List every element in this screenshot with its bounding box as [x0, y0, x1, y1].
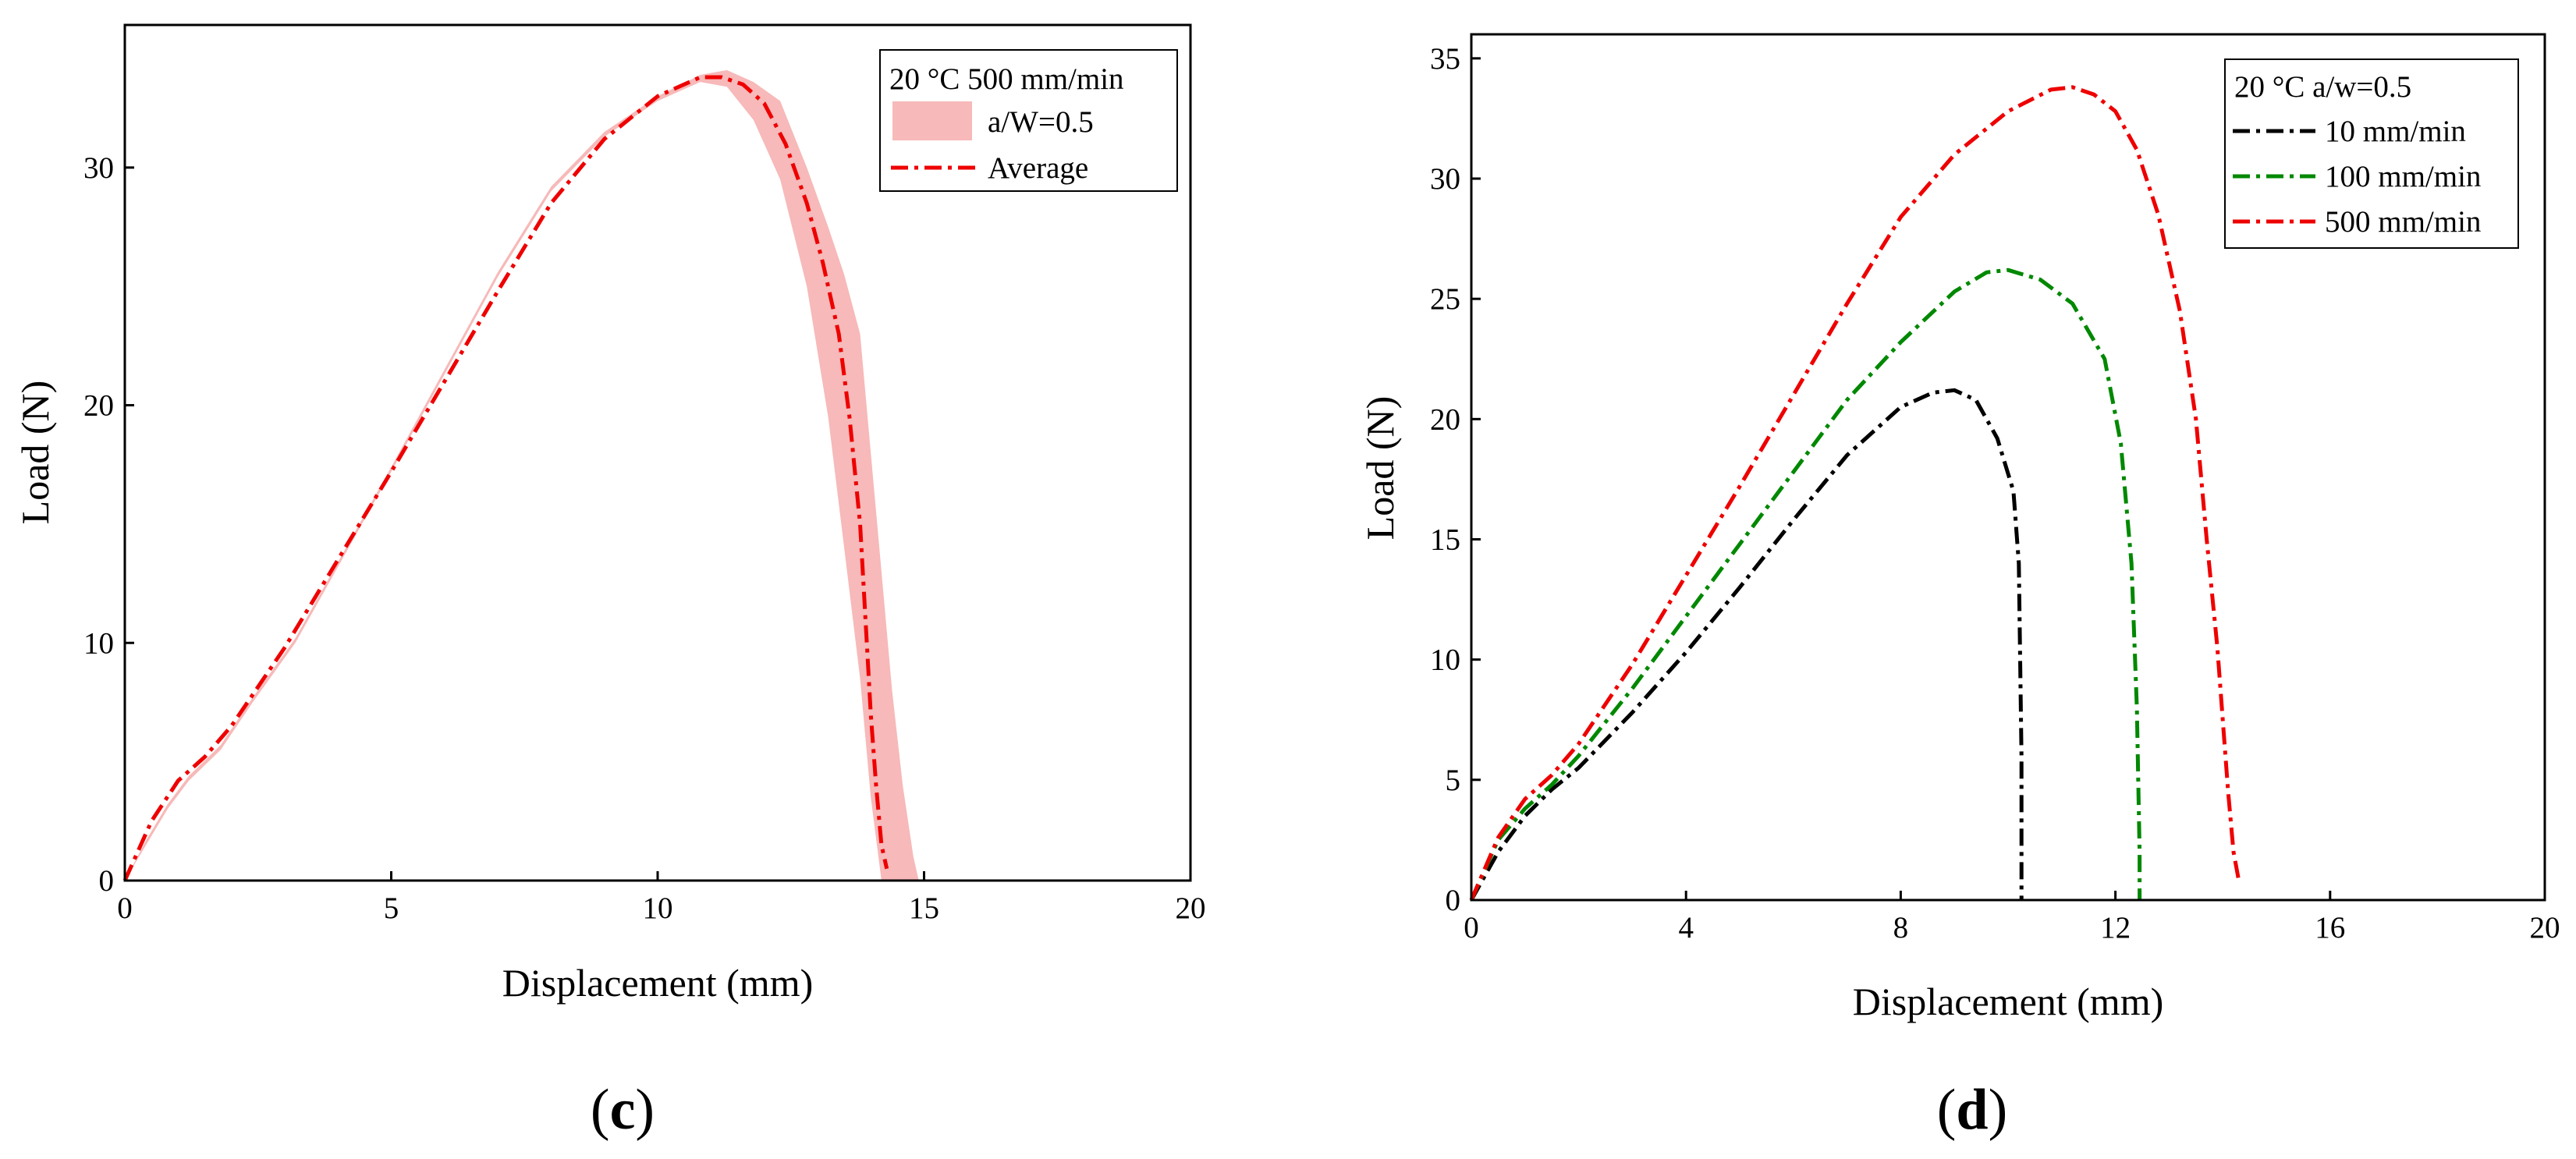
- band-a-w-0-5: [125, 69, 919, 881]
- x-axis-label-d: Displacement (mm): [1853, 980, 2164, 1023]
- legend-label-band-c: a/W=0.5: [988, 105, 1094, 139]
- series-line-average-c: [122, 75, 889, 882]
- chart-panel-d: 0 4 8 12 16 20 0 5 10 15 20 25 30 35 Displacement (mm…: [1358, 33, 2560, 1142]
- y-tick-label-c-30: 30: [83, 151, 114, 185]
- series-layer-d: [1469, 85, 2241, 902]
- chart-panel-c: 0 5 10 15 20 0 10 20 30 Displacement (mm) Load (…: [13, 23, 1206, 1142]
- legend-d: 20 °C a/w=0.5 10 mm/min 100 mm/min 500 m…: [2224, 58, 2519, 249]
- axis-ticks-c: 0 5 10 15 20 0 10 20 30: [83, 151, 1206, 925]
- x-axis-label-c: Displacement (mm): [502, 961, 814, 1005]
- band-layer-c: [125, 69, 919, 881]
- plot-frame-d: [1470, 33, 2546, 902]
- x-tick-label-d-4: 4: [1678, 911, 1694, 945]
- legend-title-c: 20 °C 500 mm/min: [889, 62, 1124, 96]
- series-line-500-mm-min-d: [1469, 85, 2241, 901]
- legend-label-average-c: Average: [988, 151, 1088, 185]
- x-tick-label-d-16: 16: [2315, 911, 2345, 945]
- y-tick-label-d-5: 5: [1446, 764, 1461, 797]
- series-line-100-mm-min-d: [1469, 268, 2142, 902]
- y-axis-label-d: Load (N): [1358, 396, 1402, 541]
- x-tick-label-c-0: 0: [117, 891, 133, 925]
- panel-label-c: (c): [591, 1078, 655, 1142]
- x-tick-label-d-8: 8: [1893, 911, 1909, 945]
- series-layer-c: [122, 75, 889, 882]
- legend-swatch-band-c: [892, 101, 972, 140]
- panel-label-d: (d): [1937, 1078, 2007, 1142]
- series-line-10-mm-min-d: [1469, 388, 2024, 902]
- x-tick-label-c-15: 15: [909, 891, 939, 925]
- x-tick-label-d-12: 12: [2100, 911, 2131, 945]
- y-tick-label-c-10: 10: [83, 626, 114, 660]
- y-tick-label-d-10: 10: [1430, 643, 1460, 677]
- y-tick-label-c-0: 0: [99, 864, 115, 898]
- x-tick-label-c-20: 20: [1176, 891, 1206, 925]
- legend-label-100mm-d: 100 mm/min: [2325, 160, 2481, 193]
- x-tick-label-c-10: 10: [643, 891, 673, 925]
- legend-title-d: 20 °C a/w=0.5: [2234, 70, 2411, 104]
- y-tick-label-d-15: 15: [1430, 523, 1460, 557]
- legend-c: 20 °C 500 mm/min a/W=0.5 Average: [879, 49, 1178, 192]
- y-tick-label-d-0: 0: [1446, 884, 1461, 917]
- y-axis-label-c: Load (N): [13, 381, 57, 525]
- y-tick-label-c-20: 20: [83, 389, 114, 423]
- x-tick-label-d-0: 0: [1464, 911, 1479, 945]
- axis-ticks-d: 0 4 8 12 16 20 0 5 10 15 20 25 30 35: [1430, 42, 2560, 945]
- x-tick-label-c-5: 5: [384, 891, 399, 925]
- y-tick-label-d-25: 25: [1430, 282, 1460, 316]
- legend-box-d: [2224, 58, 2519, 249]
- y-tick-label-d-20: 20: [1430, 402, 1460, 436]
- x-tick-label-d-20: 20: [2530, 911, 2560, 945]
- legend-label-500mm-d: 500 mm/min: [2325, 205, 2481, 239]
- y-tick-label-d-30: 30: [1430, 162, 1460, 196]
- y-tick-label-d-35: 35: [1430, 42, 1460, 76]
- legend-label-10mm-d: 10 mm/min: [2325, 115, 2466, 148]
